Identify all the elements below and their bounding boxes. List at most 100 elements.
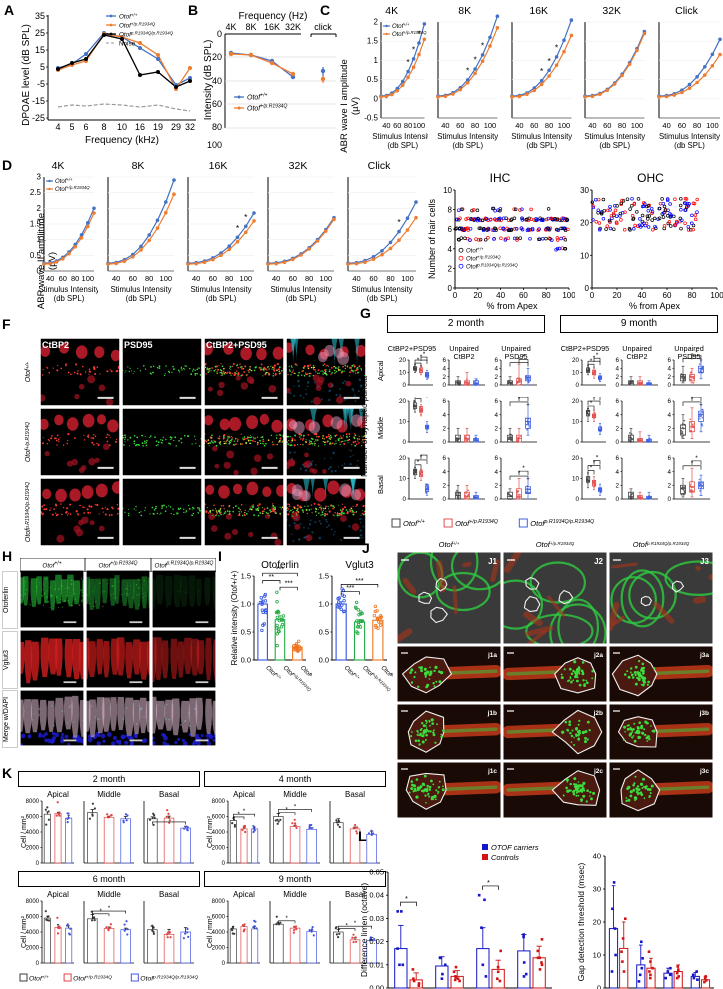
svg-text:10: 10 (580, 251, 589, 260)
svg-text:0.5: 0.5 (241, 628, 251, 637)
svg-text:4: 4 (615, 469, 619, 476)
svg-text:20: 20 (399, 357, 407, 364)
svg-text:% from Apex: % from Apex (629, 301, 681, 311)
svg-text:0: 0 (667, 439, 671, 446)
svg-text:0: 0 (217, 29, 222, 39)
svg-text:4: 4 (667, 469, 671, 476)
svg-text:4: 4 (615, 412, 619, 419)
svg-text:16: 16 (135, 122, 145, 132)
svg-text:Stimulus Intensity: Stimulus Intensity (38, 285, 98, 294)
svg-text:8000: 8000 (26, 899, 40, 905)
svg-text:0: 0 (667, 382, 671, 389)
svg-text:60: 60 (393, 121, 401, 130)
svg-text:6: 6 (615, 357, 619, 364)
svg-text:80: 80 (693, 121, 701, 130)
svg-text:j2a: j2a (593, 652, 603, 659)
svg-text:Otof+/+: Otof+/+ (42, 561, 61, 570)
svg-text:5: 5 (40, 62, 45, 72)
svg-text:8K: 8K (459, 6, 472, 17)
svg-text:100: 100 (207, 140, 222, 150)
svg-text:0: 0 (575, 496, 579, 503)
svg-text:Stimulus Intensity: Stimulus Intensity (270, 285, 331, 294)
svg-text:J2: J2 (594, 557, 603, 566)
svg-text:1: 1 (374, 56, 379, 65)
svg-text:0.00: 0.00 (369, 984, 384, 989)
svg-text:Otof+/+: Otof+/+ (119, 12, 138, 20)
svg-text:Stimulus Intensity: Stimulus Intensity (438, 132, 499, 141)
svg-text:6: 6 (442, 398, 446, 405)
svg-text:-25: -25 (32, 113, 45, 123)
svg-text:j1c: j1c (487, 768, 497, 775)
svg-text:**: ** (269, 574, 275, 581)
svg-text:6: 6 (448, 225, 453, 234)
svg-text:0: 0 (453, 291, 458, 300)
svg-text:Cell / mm²: Cell / mm² (207, 915, 214, 948)
svg-text:Otof+/+: Otof+/+ (29, 974, 49, 983)
svg-text:0: 0 (402, 496, 406, 503)
svg-text:0.03: 0.03 (369, 914, 384, 923)
svg-text:*: * (244, 212, 248, 222)
svg-text:0.0: 0.0 (319, 656, 329, 665)
svg-text:Otof+/p.R1934Q: Otof+/p.R1934Q (536, 540, 575, 549)
svg-text:IHC: IHC (490, 171, 511, 185)
svg-text:1.5: 1.5 (30, 220, 42, 229)
svg-text:Otofp.R1934Q/p.R1934Q: Otofp.R1934Q/p.R1934Q (119, 30, 174, 39)
svg-text:Otof+/+: Otof+/+ (247, 93, 268, 102)
svg-text:32: 32 (185, 122, 195, 132)
svg-text:Apical: Apical (47, 790, 69, 799)
svg-text:20: 20 (473, 291, 482, 300)
svg-text:100: 100 (706, 121, 719, 130)
svg-text:100: 100 (484, 121, 497, 130)
svg-text:Otof+/+: Otof+/+ (439, 540, 460, 549)
svg-text:Middle: Middle (283, 790, 307, 799)
svg-text:-0.5: -0.5 (364, 113, 378, 122)
svg-text:4K: 4K (385, 6, 398, 17)
svg-text:Cell / mm²: Cell / mm² (207, 815, 214, 848)
svg-text:100: 100 (320, 274, 333, 283)
svg-text:40: 40 (588, 121, 596, 130)
svg-text:80: 80 (145, 274, 153, 283)
svg-text:0: 0 (667, 496, 671, 503)
svg-text:10: 10 (572, 476, 580, 483)
svg-text:2: 2 (615, 426, 619, 433)
svg-text:15: 15 (35, 45, 45, 55)
svg-text:32K: 32K (603, 6, 622, 17)
svg-text:Basal: Basal (345, 790, 365, 799)
svg-text:10: 10 (572, 419, 580, 426)
svg-text:Apical: Apical (233, 790, 255, 799)
svg-text:Otof+/p.R1934Q: Otof+/p.R1934Q (392, 30, 427, 39)
svg-text:Stimulus Intensity: Stimulus Intensity (511, 132, 572, 141)
svg-text:10: 10 (117, 122, 127, 132)
svg-text:PSD95: PSD95 (504, 352, 527, 361)
svg-text:J1: J1 (488, 557, 497, 566)
svg-text:Middle: Middle (283, 890, 307, 899)
svg-text:0: 0 (222, 861, 226, 867)
svg-text:0: 0 (36, 961, 40, 967)
svg-text:20: 20 (572, 455, 580, 462)
svg-text:(db SPL): (db SPL) (206, 294, 237, 303)
svg-text:20: 20 (399, 398, 407, 405)
svg-text:PSD95: PSD95 (677, 352, 700, 361)
svg-text:click: click (314, 22, 332, 32)
svg-text:0.04: 0.04 (369, 891, 384, 900)
svg-text:60: 60 (677, 121, 685, 130)
svg-text:1: 1 (37, 235, 42, 244)
svg-text:30: 30 (580, 186, 589, 195)
svg-text:6: 6 (615, 398, 619, 405)
svg-text:60: 60 (603, 121, 611, 130)
svg-text:4: 4 (55, 122, 60, 132)
svg-text:4: 4 (615, 366, 619, 373)
svg-text:j3c: j3c (699, 768, 709, 775)
svg-text:80: 80 (225, 274, 233, 283)
svg-text:*: * (406, 57, 410, 67)
svg-text:Middle: Middle (97, 790, 121, 799)
svg-text:8000: 8000 (212, 899, 226, 905)
svg-text:4K: 4K (52, 160, 65, 172)
svg-text:j2b: j2b (593, 710, 603, 717)
svg-text:0: 0 (494, 439, 498, 446)
svg-text:100: 100 (160, 274, 173, 283)
svg-text:1.0: 1.0 (319, 600, 329, 609)
svg-text:0: 0 (575, 382, 579, 389)
svg-text:0: 0 (494, 382, 498, 389)
svg-text:Otof+/+: Otof+/+ (403, 519, 425, 528)
